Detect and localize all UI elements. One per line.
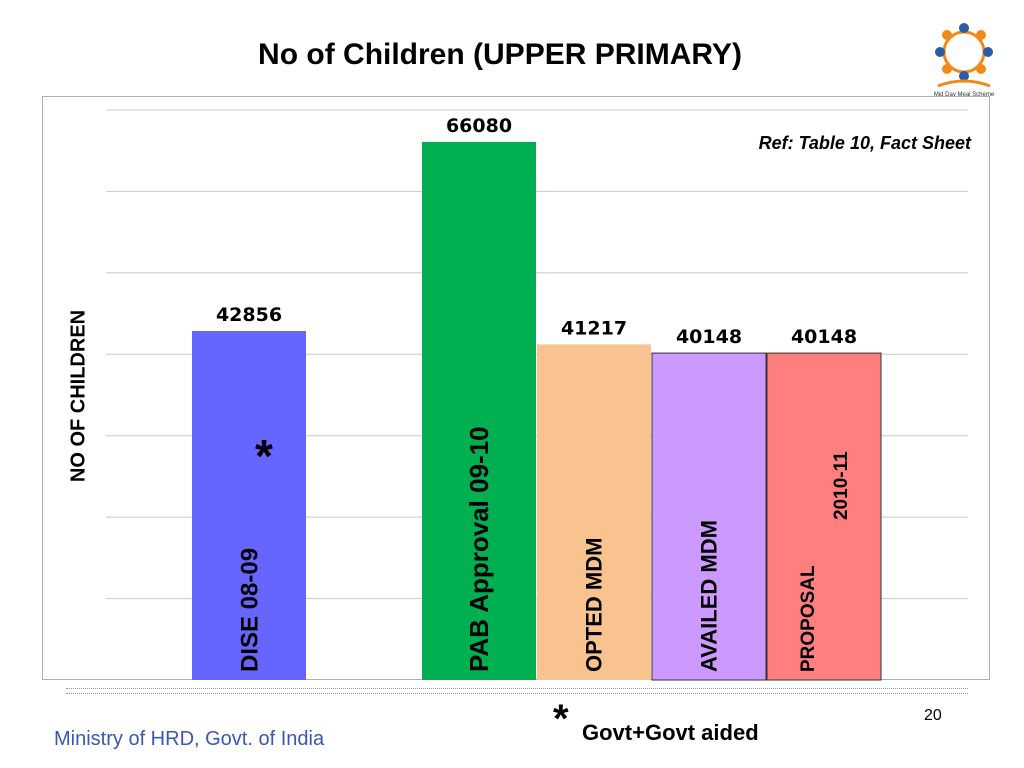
- y-axis-label: NO OF CHILDREN: [67, 309, 90, 483]
- category-label: OPTED MDM: [582, 538, 607, 672]
- page-number: 20: [924, 707, 942, 724]
- bar: [651, 352, 767, 681]
- category-label: 2010-11: [831, 451, 852, 520]
- footnote-text: Govt+Govt aided: [582, 720, 759, 745]
- bar: [537, 344, 651, 680]
- footer-ministry: Ministry of HRD, Govt. of India: [54, 728, 325, 750]
- category-label: PROPOSAL: [798, 565, 819, 672]
- logo-figures-ring: [935, 23, 993, 81]
- data-label: 40148: [791, 326, 857, 348]
- category-label: PAB Approval 09-10: [464, 426, 494, 672]
- footer-divider: [66, 688, 968, 689]
- data-label: 42856: [216, 304, 282, 326]
- data-label: 66080: [446, 115, 512, 137]
- reference-note: Ref: Table 10, Fact Sheet: [758, 133, 971, 153]
- bar: [766, 352, 882, 681]
- annotation-asterisk: *: [255, 430, 273, 482]
- data-label: 41217: [561, 317, 627, 339]
- category-label: DISE 08-09: [236, 548, 263, 672]
- footer-divider-2: [66, 693, 968, 694]
- mid-day-meal-logo: Mid Day Meal Scheme: [928, 18, 1000, 102]
- bar: [192, 331, 306, 680]
- bar: [422, 141, 536, 681]
- logo-caption: Mid Day Meal Scheme: [934, 92, 995, 98]
- category-label: AVAILED MDM: [697, 520, 722, 672]
- data-label: 40148: [676, 326, 742, 348]
- slide-title: No of Children (UPPER PRIMARY): [258, 38, 742, 71]
- footnote-mark: *: [553, 697, 569, 741]
